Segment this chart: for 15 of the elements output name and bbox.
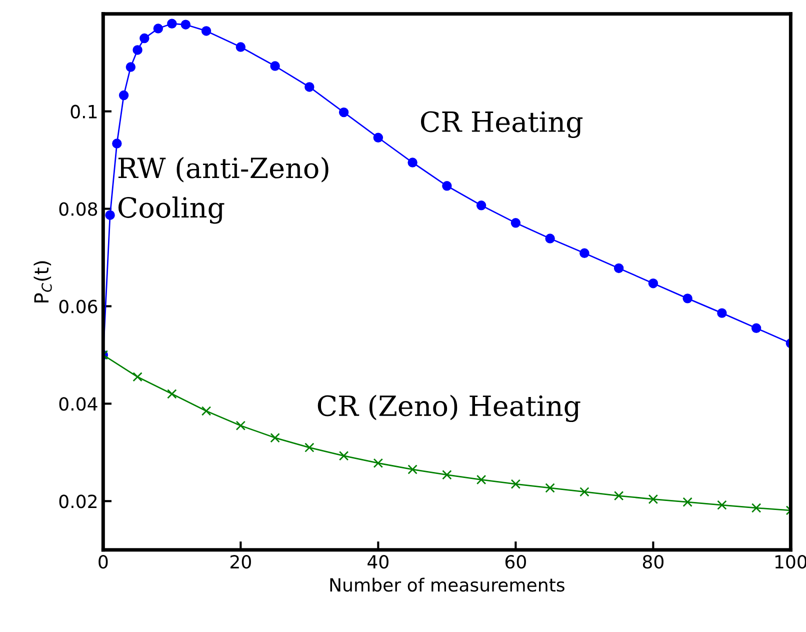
x-tick-label: 40 <box>368 555 388 569</box>
y-tick-label: 0.02 <box>59 494 96 508</box>
x-tick-label: 20 <box>230 555 251 569</box>
annotation: CR (Zeno) Heating <box>318 394 580 422</box>
y-tick-label: 0.08 <box>59 202 98 216</box>
annotation: CR Heating <box>420 111 583 138</box>
y-axis-title: P$_{C}$(t) <box>34 261 52 302</box>
annotation: RW (anti-Zeno) Cooling <box>118 156 328 224</box>
x-tick-label: 0 <box>98 555 108 569</box>
y-tick-label: 0.04 <box>59 397 98 411</box>
y-tick-label: 0.06 <box>59 300 98 314</box>
x-tick-label: 60 <box>505 555 526 569</box>
x-axis-title: Number of measurements <box>330 578 564 592</box>
x-tick-label: 80 <box>642 555 664 569</box>
y-tick-label: 0.1 <box>70 104 97 118</box>
